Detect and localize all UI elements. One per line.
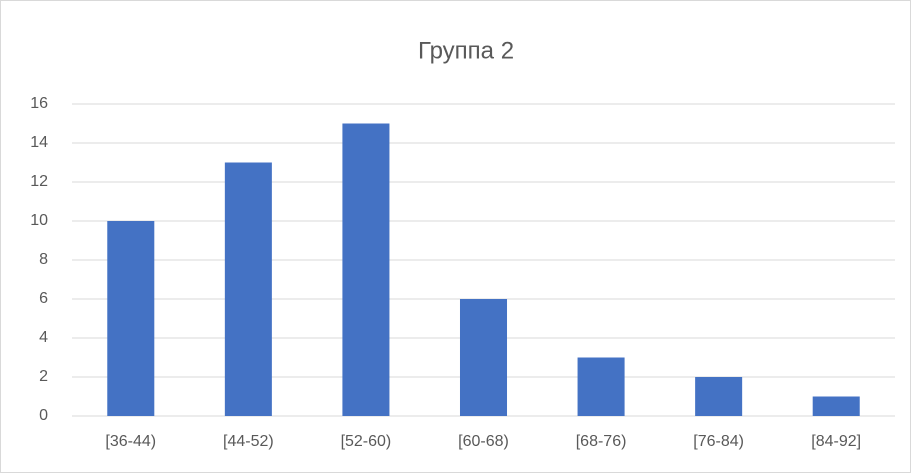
x-tick-label: [36-44) [105,433,156,450]
bar [577,357,625,416]
y-tick-label: 12 [30,173,48,190]
x-tick-label: [52-60) [341,433,392,450]
bar [459,299,508,416]
y-tick-label: 2 [39,368,48,385]
y-tick-label: 16 [30,95,48,112]
y-tick-label: 4 [39,329,48,346]
y-tick-label: 6 [39,290,48,307]
y-tick-label: 0 [39,407,48,424]
x-tick-label: [60-68) [458,433,509,450]
bar [224,162,272,416]
y-tick-label: 10 [30,212,48,229]
x-tick-label: [44-52) [223,433,274,450]
y-tick-label: 8 [39,251,48,268]
x-tick-label: [68-76) [576,433,627,450]
bar [812,396,860,416]
y-tick-label: 14 [30,134,48,151]
bar [107,221,155,416]
chart-title: Группа 2 [418,37,514,64]
x-tick-label: [76-84) [693,433,744,450]
bar [695,377,743,416]
bar [342,123,390,416]
x-tick-label: [84-92] [811,433,861,450]
